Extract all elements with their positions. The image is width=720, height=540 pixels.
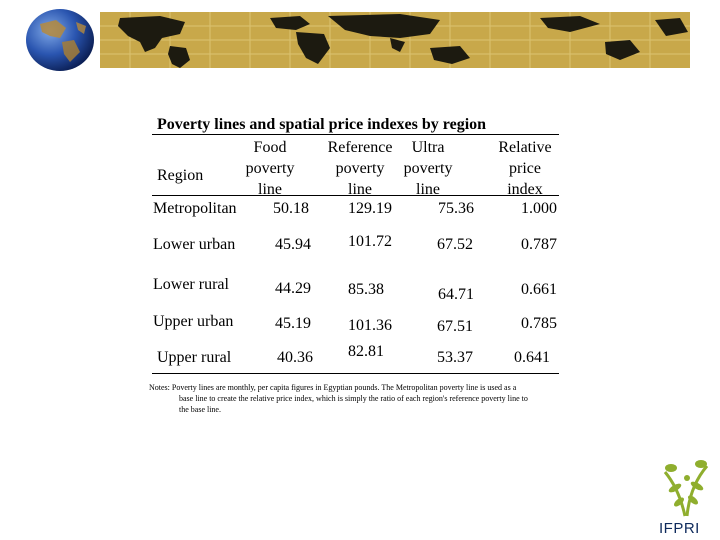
header-reference-poverty-line: Reference poverty line [310, 137, 410, 200]
header-region: Region [157, 167, 204, 184]
header-ultra-line-2: poverty [403, 160, 453, 177]
row-food: 40.36 [277, 349, 313, 366]
row-food: 45.94 [275, 236, 311, 253]
row-reference: 82.81 [348, 343, 384, 360]
row-ultra: 64.71 [438, 286, 474, 303]
world-map-graphic [100, 12, 690, 68]
row-ultra: 75.36 [438, 200, 474, 217]
table-notes: Notes: Poverty lines are monthly, per ca… [149, 382, 627, 415]
row-region: Lower rural [153, 276, 229, 293]
notes-line-2: base line to create the relative price i… [179, 394, 528, 403]
header-relative-line-3: index [507, 181, 543, 198]
table-bottom-rule [152, 373, 559, 374]
header-food-line-3: line [258, 181, 282, 198]
header-relative-price-index: Relative price index [480, 137, 570, 200]
row-food: 44.29 [275, 280, 311, 297]
row-ultra: 67.52 [437, 236, 473, 253]
row-relative: 0.787 [521, 236, 557, 253]
header-ultra-line-1: Ultra [411, 139, 445, 156]
header-food-line-2: poverty [245, 160, 295, 177]
notes-line-3: the base line. [179, 405, 221, 414]
row-relative: 1.000 [521, 200, 557, 217]
header-banner [0, 0, 720, 78]
globe-icon [22, 8, 98, 72]
header-relative-line-2: price [509, 160, 541, 177]
row-food: 50.18 [273, 200, 309, 217]
header-ultra-line-3: line [416, 181, 440, 198]
row-ultra: 53.37 [437, 349, 473, 366]
row-relative: 0.641 [514, 349, 550, 366]
header-ultra-poverty-line: Ultra poverty line [383, 137, 473, 200]
title-underline [152, 134, 559, 135]
world-map-band [100, 12, 690, 68]
notes-line-1: Notes: Poverty lines are monthly, per ca… [149, 383, 517, 392]
row-region: Upper rural [157, 349, 232, 366]
header-relative-line-1: Relative [498, 139, 552, 156]
row-reference: 101.36 [348, 317, 392, 334]
header-reference-line-1: Reference [327, 139, 393, 156]
header-food-poverty-line: Food poverty line [225, 137, 315, 200]
row-reference: 85.38 [348, 281, 384, 298]
header-underline [152, 195, 559, 196]
row-reference: 101.72 [348, 233, 392, 250]
row-region: Lower urban [153, 236, 236, 253]
row-region: Metropolitan [153, 200, 237, 217]
row-reference: 129.19 [348, 200, 392, 217]
row-relative: 0.785 [521, 315, 557, 332]
table-title: Poverty lines and spatial price indexes … [157, 116, 487, 133]
header-reference-line-2: poverty [335, 160, 385, 177]
header-reference-line-3: line [348, 181, 372, 198]
row-relative: 0.661 [521, 281, 557, 298]
row-food: 45.19 [275, 315, 311, 332]
row-ultra: 67.51 [437, 318, 473, 335]
wheat-icon [657, 458, 714, 518]
ifpri-logo-text: IFPRI [659, 520, 700, 537]
row-region: Upper urban [153, 313, 234, 330]
header-food-line-1: Food [253, 139, 287, 156]
ifpri-logo [657, 458, 714, 536]
